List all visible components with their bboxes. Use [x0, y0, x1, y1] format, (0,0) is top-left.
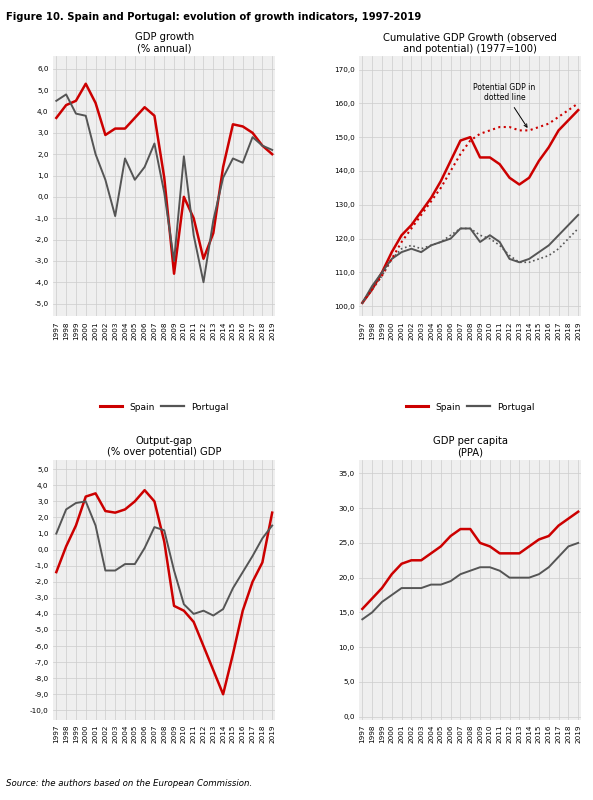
Title: Output-gap
(% over potential) GDP: Output-gap (% over potential) GDP — [107, 436, 222, 458]
Text: Source: the authors based on the European Commission.: Source: the authors based on the Europea… — [6, 779, 252, 788]
Text: Figure 10. Spain and Portugal: evolution of growth indicators, 1997-2019: Figure 10. Spain and Portugal: evolution… — [6, 12, 421, 22]
Text: Potential GDP in
dotted line: Potential GDP in dotted line — [473, 83, 535, 127]
Title: Cumulative GDP Growth (observed
and potential) (1977=100): Cumulative GDP Growth (observed and pote… — [383, 32, 557, 54]
Title: GDP per capita
(PPA): GDP per capita (PPA) — [433, 436, 508, 458]
Title: GDP growth
(% annual): GDP growth (% annual) — [135, 32, 194, 54]
Legend: Spain, Portugal: Spain, Portugal — [402, 399, 538, 415]
Legend: Spain, Portugal: Spain, Portugal — [96, 399, 232, 415]
